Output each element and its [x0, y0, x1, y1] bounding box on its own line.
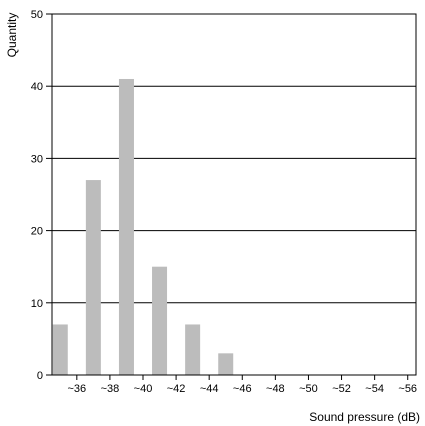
grid-lines	[52, 85, 416, 304]
x-tick-label: ~52	[332, 383, 351, 395]
x-tick-label: ~36	[67, 383, 86, 395]
x-tick-label: ~46	[233, 383, 252, 395]
x-tick-label: ~54	[365, 383, 384, 395]
y-tick-label: 30	[31, 153, 43, 165]
bar-43	[185, 324, 201, 375]
x-tick-label: ~38	[101, 383, 120, 395]
bar-41	[152, 266, 168, 375]
plot-frame	[51, 13, 417, 376]
y-tick-label: 20	[31, 226, 43, 238]
y-tick-label: 40	[31, 81, 43, 93]
bar-35	[52, 324, 68, 375]
x-tick-label: ~40	[134, 383, 153, 395]
x-tick-label: ~50	[299, 383, 318, 395]
x-tick-label: ~56	[398, 383, 417, 395]
y-axis-label: Quantity	[5, 13, 19, 58]
y-tick-label: 0	[37, 370, 43, 382]
bar-39	[118, 78, 134, 375]
bars	[52, 78, 234, 375]
bar-37	[85, 180, 101, 375]
bar-45	[218, 353, 234, 375]
x-tick-label: ~44	[200, 383, 219, 395]
x-tick-label: ~48	[266, 383, 285, 395]
y-tick-label: 10	[31, 298, 43, 310]
x-tick-label: ~42	[167, 383, 186, 395]
y-tick-label: 50	[31, 9, 43, 21]
x-axis-label: Sound pressure (dB)	[309, 410, 420, 424]
x-axis-ticks: ~36 ~38 ~40 ~42 ~44 ~46 ~48 ~50 ~52 ~54 ~56	[67, 375, 417, 395]
y-axis-ticks: 0 10 20 30 40 50	[31, 9, 52, 382]
